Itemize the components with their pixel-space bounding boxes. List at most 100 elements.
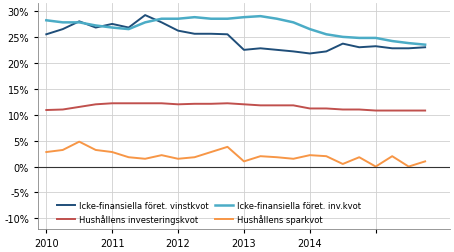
Icke-finansiella föret. vinstkvot (324, 51, 329, 54)
Icke-finansiella föret. vinstkvot (159, 22, 164, 25)
Hushållens sparkvot (422, 160, 428, 163)
Icke-finansiella föret. inv.kvot (324, 34, 329, 37)
Icke-finansiella föret. vinstkvot (241, 49, 247, 52)
Icke-finansiella föret. inv.kvot (143, 22, 148, 25)
Icke-finansiella föret. vinstkvot (60, 28, 65, 32)
Hushållens sparkvot (192, 156, 197, 159)
Hushållens sparkvot (60, 149, 65, 152)
Hushållens investeringskvot (93, 103, 99, 106)
Icke-finansiella föret. inv.kvot (126, 28, 131, 32)
Icke-finansiella föret. inv.kvot (406, 42, 411, 45)
Icke-finansiella föret. vinstkvot (390, 48, 395, 51)
Hushållens investeringskvot (143, 102, 148, 105)
Line: Hushållens investeringskvot: Hushållens investeringskvot (46, 104, 425, 111)
Hushållens investeringskvot (225, 102, 230, 105)
Legend: Icke-finansiella föret. vinstkvot, Hushållens investeringskvot, Icke-finansiella: Icke-finansiella föret. vinstkvot, Hushå… (54, 199, 363, 227)
Icke-finansiella föret. vinstkvot (258, 48, 263, 51)
Icke-finansiella föret. inv.kvot (175, 18, 181, 21)
Icke-finansiella föret. vinstkvot (340, 43, 345, 46)
Hushållens investeringskvot (126, 102, 131, 105)
Icke-finansiella föret. inv.kvot (109, 27, 115, 30)
Icke-finansiella föret. inv.kvot (307, 28, 312, 32)
Icke-finansiella föret. inv.kvot (422, 44, 428, 47)
Icke-finansiella föret. vinstkvot (44, 34, 49, 37)
Hushållens investeringskvot (77, 106, 82, 109)
Icke-finansiella föret. inv.kvot (291, 22, 296, 25)
Icke-finansiella föret. vinstkvot (109, 23, 115, 26)
Icke-finansiella föret. vinstkvot (225, 34, 230, 37)
Hushållens investeringskvot (324, 108, 329, 111)
Hushållens sparkvot (225, 146, 230, 149)
Hushållens investeringskvot (159, 102, 164, 105)
Icke-finansiella föret. vinstkvot (307, 53, 312, 56)
Line: Icke-finansiella föret. vinstkvot: Icke-finansiella föret. vinstkvot (46, 16, 425, 54)
Icke-finansiella föret. inv.kvot (356, 37, 362, 40)
Icke-finansiella föret. vinstkvot (93, 27, 99, 30)
Hushållens sparkvot (241, 160, 247, 163)
Hushållens investeringskvot (60, 109, 65, 112)
Line: Hushållens sparkvot: Hushållens sparkvot (46, 142, 425, 167)
Icke-finansiella föret. inv.kvot (373, 37, 379, 40)
Hushållens sparkvot (390, 155, 395, 158)
Hushållens investeringskvot (373, 110, 379, 113)
Hushållens investeringskvot (406, 110, 411, 113)
Hushållens sparkvot (159, 154, 164, 157)
Hushållens sparkvot (175, 158, 181, 161)
Icke-finansiella föret. inv.kvot (77, 22, 82, 25)
Hushållens sparkvot (274, 156, 280, 159)
Icke-finansiella föret. vinstkvot (143, 15, 148, 18)
Icke-finansiella föret. inv.kvot (192, 17, 197, 20)
Icke-finansiella föret. inv.kvot (390, 40, 395, 43)
Hushållens investeringskvot (175, 103, 181, 106)
Hushållens investeringskvot (109, 102, 115, 105)
Hushållens investeringskvot (422, 110, 428, 113)
Hushållens investeringskvot (44, 109, 49, 112)
Icke-finansiella föret. vinstkvot (208, 33, 214, 36)
Hushållens sparkvot (406, 165, 411, 168)
Hushållens sparkvot (324, 155, 329, 158)
Hushållens sparkvot (109, 151, 115, 154)
Icke-finansiella föret. vinstkvot (274, 49, 280, 52)
Icke-finansiella föret. vinstkvot (406, 48, 411, 51)
Hushållens sparkvot (258, 155, 263, 158)
Icke-finansiella föret. vinstkvot (192, 33, 197, 36)
Icke-finansiella föret. inv.kvot (44, 20, 49, 23)
Hushållens sparkvot (373, 165, 379, 168)
Icke-finansiella föret. inv.kvot (241, 17, 247, 20)
Icke-finansiella föret. inv.kvot (159, 18, 164, 21)
Icke-finansiella föret. vinstkvot (126, 27, 131, 30)
Line: Icke-finansiella föret. inv.kvot: Icke-finansiella föret. inv.kvot (46, 17, 425, 45)
Icke-finansiella föret. inv.kvot (208, 18, 214, 21)
Hushållens investeringskvot (241, 103, 247, 106)
Hushållens sparkvot (291, 158, 296, 161)
Hushållens investeringskvot (208, 103, 214, 106)
Hushållens sparkvot (126, 156, 131, 159)
Icke-finansiella föret. vinstkvot (422, 47, 428, 50)
Hushållens investeringskvot (340, 109, 345, 112)
Hushållens investeringskvot (356, 109, 362, 112)
Hushållens sparkvot (356, 156, 362, 159)
Hushållens sparkvot (44, 151, 49, 154)
Hushållens sparkvot (340, 163, 345, 166)
Icke-finansiella föret. vinstkvot (373, 46, 379, 49)
Icke-finansiella föret. inv.kvot (274, 18, 280, 21)
Hushållens sparkvot (307, 154, 312, 157)
Hushållens investeringskvot (274, 104, 280, 107)
Hushållens sparkvot (93, 149, 99, 152)
Icke-finansiella föret. inv.kvot (258, 16, 263, 19)
Icke-finansiella föret. vinstkvot (291, 51, 296, 54)
Hushållens sparkvot (143, 158, 148, 161)
Icke-finansiella föret. inv.kvot (225, 18, 230, 21)
Hushållens sparkvot (77, 141, 82, 144)
Icke-finansiella föret. vinstkvot (175, 30, 181, 33)
Hushållens investeringskvot (307, 108, 312, 111)
Icke-finansiella föret. vinstkvot (356, 47, 362, 50)
Icke-finansiella föret. vinstkvot (77, 21, 82, 24)
Hushållens investeringskvot (390, 110, 395, 113)
Hushållens investeringskvot (192, 103, 197, 106)
Hushållens investeringskvot (258, 104, 263, 107)
Icke-finansiella föret. inv.kvot (60, 22, 65, 25)
Hushållens investeringskvot (291, 104, 296, 107)
Icke-finansiella föret. inv.kvot (93, 25, 99, 28)
Hushållens sparkvot (208, 151, 214, 154)
